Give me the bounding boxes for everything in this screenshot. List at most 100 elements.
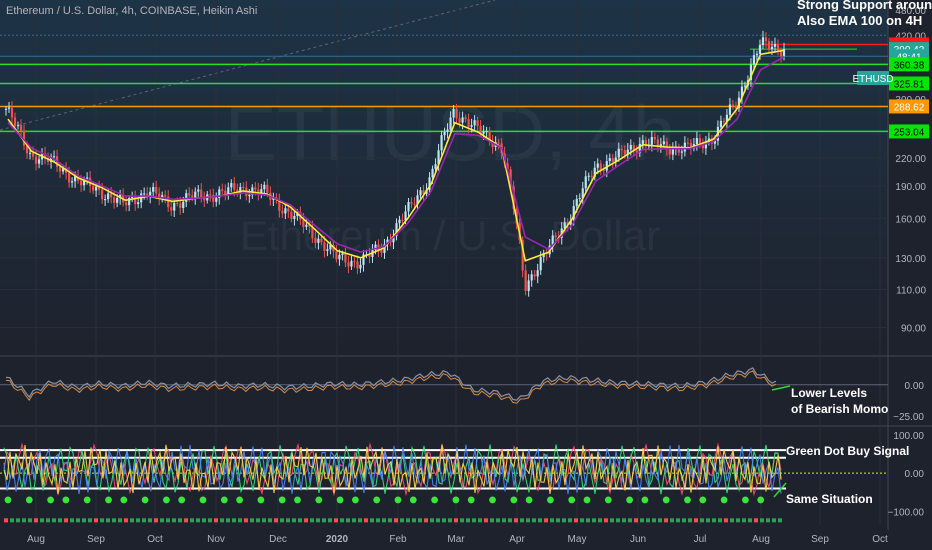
candle-body [593,167,596,177]
candle-body [125,202,128,206]
candle-body [602,169,605,171]
candle-body [248,194,251,197]
candle-body [98,186,101,190]
candle-body [284,208,287,214]
candle-body [671,148,674,155]
signal-strip-marker [754,518,758,523]
signal-strip-marker [460,518,464,523]
green-buy-dot [141,496,149,504]
candle-body [491,141,494,147]
signal-strip-marker [118,518,122,523]
signal-strip-marker [214,518,218,523]
green-buy-dot [120,496,128,504]
candle-body [344,253,347,263]
candle-body [314,238,317,243]
candle-body [89,177,92,187]
green-buy-dot [431,496,438,504]
candle-body [251,187,254,195]
candle-body [569,220,572,225]
signal-strip-marker [610,518,614,523]
signal-strip-marker [682,518,686,523]
candle-body [713,140,717,144]
candle-body [119,194,122,198]
candle-body [155,187,158,194]
signal-strip-marker [16,518,20,523]
price-level-tag-box [889,57,929,72]
signal-strip-marker [298,518,302,523]
candle-body [4,108,8,110]
candle-body [431,168,434,178]
signal-strip-marker [148,518,152,523]
signal-strip-marker [274,518,278,523]
candle-body [719,120,723,127]
candle-body [662,141,665,145]
signal-strip-marker [178,518,182,523]
candle-body [623,150,626,155]
candle-body [458,118,461,123]
signal-strip-marker [574,518,578,523]
signal-strip-marker [688,518,692,523]
candle-body [227,187,230,195]
signal-strip-marker [22,518,26,523]
signal-strip-marker [466,518,470,523]
candle-body [110,193,113,198]
signal-strip-marker [52,518,56,523]
candle-body [317,238,320,243]
candle-body [572,206,575,221]
signal-strip-marker [304,518,308,523]
signal-strip-marker [772,518,776,523]
candle-body [443,131,446,136]
signal-strip-marker [310,518,314,523]
candle-body [470,125,473,127]
candle-body [233,183,236,190]
green-buy-dot [105,496,112,504]
candle-body [650,137,653,145]
candle-body [311,226,314,239]
green-buy-dot [742,496,749,504]
green-buy-dot [25,496,33,504]
signal-strip-marker [532,518,536,523]
green-buy-dot [315,496,323,504]
time-tick-label: May [568,534,587,545]
candle-body [416,195,419,205]
candle-body [581,188,584,199]
candle-body [335,251,338,260]
candle-body [215,197,218,202]
candle-body [52,156,56,158]
signal-strip-marker [352,518,356,523]
candle-body [752,55,756,65]
candle-body [428,177,431,190]
signal-strip-marker [388,518,392,523]
signal-strip-marker [334,518,338,523]
candle-body [347,262,350,267]
candle-body [302,219,305,227]
candle-body [191,195,194,199]
signal-strip-marker [616,518,620,523]
signal-strip-marker [316,518,320,523]
time-tick-label: Nov [207,534,225,545]
candle-body [290,211,293,219]
candle-body [260,189,263,195]
candle-body [461,117,464,123]
candle-body [101,189,104,200]
candle-body [740,86,744,98]
signal-strip-marker [706,518,710,523]
candle-body [392,236,395,243]
candle-body [542,253,545,258]
signal-strip-marker [478,518,482,523]
green-buy-dot [583,496,591,504]
signal-strip-marker [46,518,50,523]
candle-body [58,166,62,172]
candle-body [575,198,578,207]
candle-body [680,151,683,153]
candle-body [281,210,284,214]
green-buy-dot [294,496,301,504]
green-buy-dot [720,496,728,504]
candle-body [308,224,311,227]
candle-body [386,239,389,245]
signal-strip-marker [256,518,260,523]
signal-strip-marker [634,518,638,523]
signal-strip-marker [418,518,422,523]
signal-strip-marker [130,518,134,523]
